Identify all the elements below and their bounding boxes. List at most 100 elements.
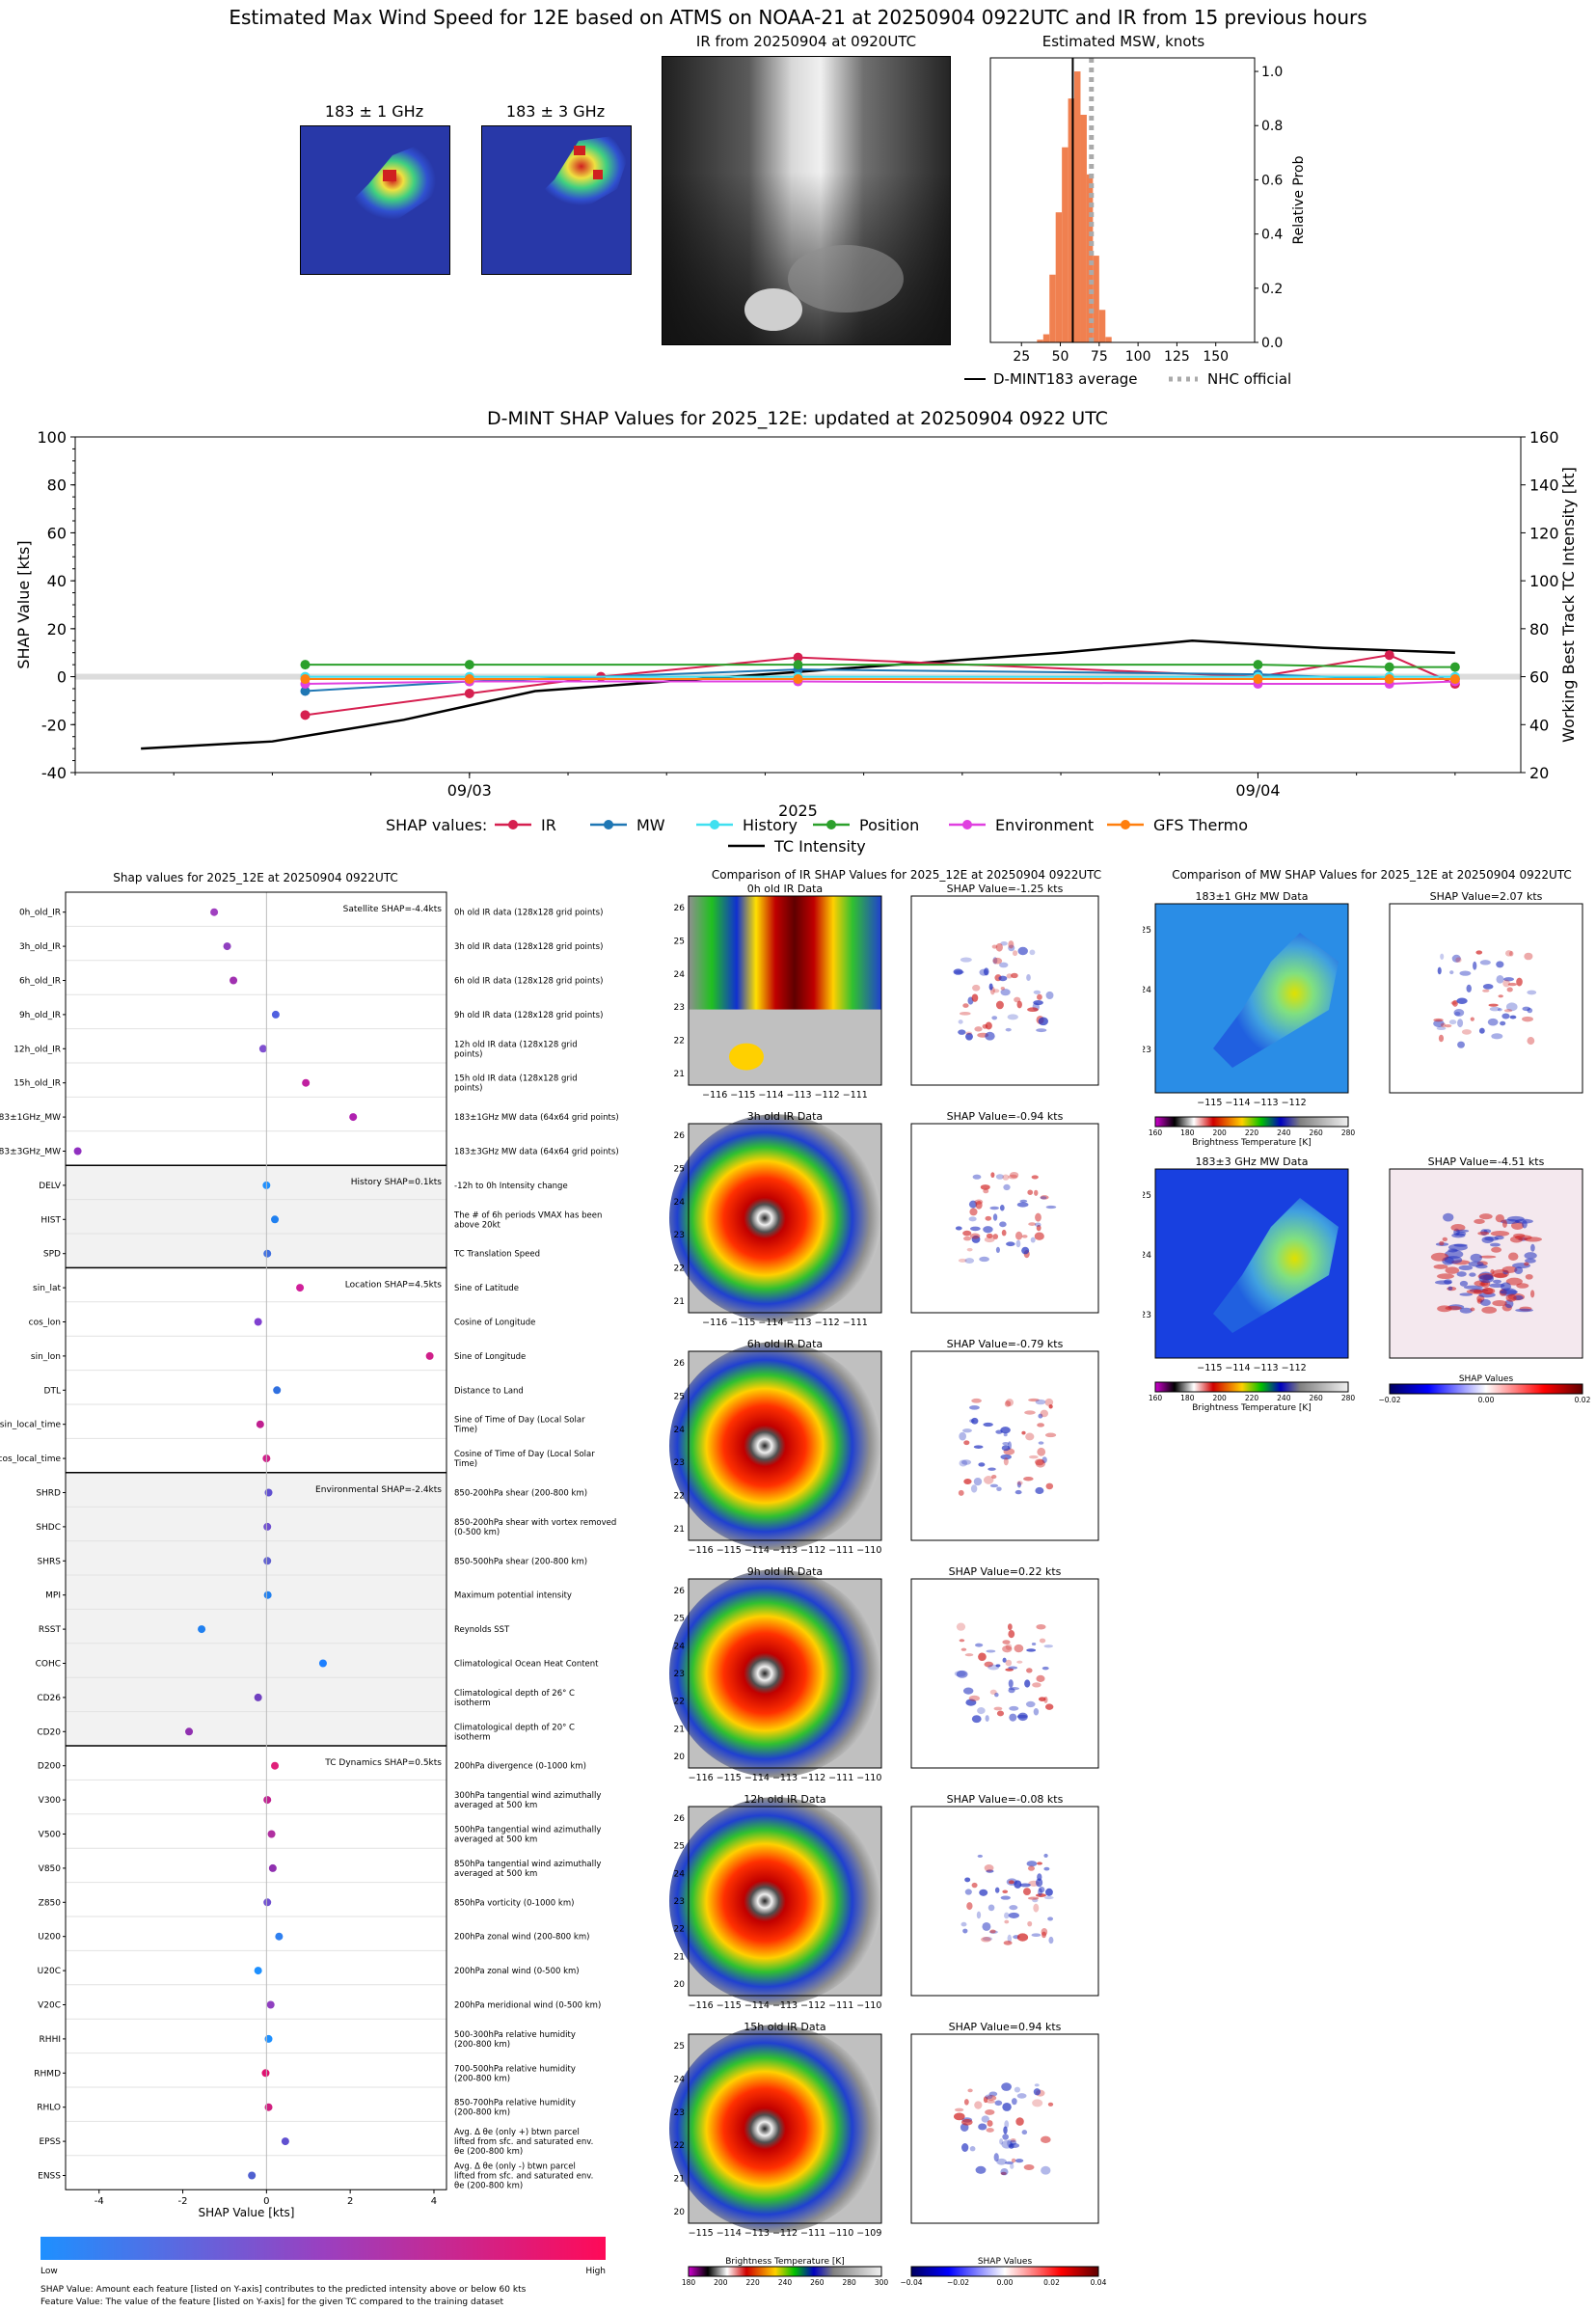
ir-y-tick-label: 21 — [674, 2175, 685, 2185]
shap-blob — [1003, 2126, 1008, 2134]
ts-y-tick-label: 20 — [47, 620, 67, 639]
ir-shap-colorbar-label: SHAP Values — [978, 2257, 1033, 2267]
ir-y-tick-label: 26 — [674, 1359, 686, 1369]
feature-desc: Sine of Time of Day (Local Solar Time) — [453, 1416, 585, 1435]
mw-y-tick-label: 23 — [1143, 1311, 1151, 1320]
feature-desc: 9h old IR data (128x128 grid points) — [454, 1011, 603, 1020]
shap-blob — [985, 2094, 993, 2100]
shap-blob — [1048, 1936, 1054, 1944]
shap-blob — [1524, 1252, 1537, 1260]
series-point — [464, 660, 474, 670]
shap-blob — [1030, 1237, 1036, 1243]
shap-blob — [956, 1670, 968, 1678]
shap-blob — [1041, 1456, 1047, 1463]
shap-blob — [1031, 1642, 1037, 1646]
shap-blob — [982, 1936, 993, 1942]
shap-blob — [981, 2115, 990, 2123]
shap-blob — [984, 967, 989, 976]
shap-blob — [1010, 2138, 1016, 2143]
feature-name: V500 — [39, 1831, 62, 1840]
hist-y-tick-label: 0.0 — [1261, 336, 1283, 351]
shap-blob — [1015, 1239, 1021, 1248]
feature-desc-line: 300hPa tangential wind azimuthally — [454, 1791, 601, 1801]
legend-marker — [826, 820, 836, 829]
shap-blob — [1006, 973, 1013, 979]
shap-blob — [965, 1032, 973, 1041]
shap-blob — [1035, 1399, 1046, 1405]
shap-blob — [1033, 2088, 1041, 2096]
feature-desc-line: 183±3GHz MW data (64x64 grid points) — [454, 1148, 619, 1157]
feature-name: RHMD — [34, 2069, 61, 2079]
feature-point — [318, 1659, 327, 1668]
shap-blob — [971, 1715, 982, 1724]
feature-desc: Sine of Latitude — [454, 1284, 519, 1293]
footer-shap-note: SHAP Value: Amount each feature [listed … — [41, 2285, 527, 2295]
feature-desc: 183±3GHz MW data (64x64 grid points) — [454, 1148, 619, 1157]
feature-name: V850 — [39, 1864, 62, 1874]
feat-frame — [65, 891, 447, 2190]
shap-feature-chart: Shap values for 2025_12E at 20250904 092… — [0, 871, 619, 2307]
hist-title: Estimated MSW, knots — [1041, 33, 1205, 50]
hist-bar — [1098, 310, 1106, 342]
shap-blob — [1032, 2099, 1043, 2107]
shap-blob — [1505, 1293, 1517, 1302]
shap-blob — [992, 957, 1003, 965]
shap-blob — [1469, 1272, 1476, 1277]
shap-blob — [1456, 1271, 1467, 1277]
feature-name: sin_lon — [31, 1352, 61, 1362]
feature-desc-line: 3h old IR data (128x128 grid points) — [454, 942, 603, 952]
feature-name: MPI — [45, 1591, 61, 1601]
feature-name: 12h_old_IR — [14, 1045, 61, 1054]
shap-blob — [961, 2143, 969, 2152]
ir-bt-colorbar — [688, 2266, 882, 2277]
shap-blob — [973, 1477, 983, 1486]
shap-blob — [986, 2100, 996, 2104]
mw-data-title: 183±3 GHz MW Data — [1196, 1156, 1309, 1168]
shap-blob — [1016, 1933, 1029, 1942]
shap-blob — [973, 1445, 984, 1449]
ir-data-frame — [688, 2033, 882, 2224]
shap-blob — [1035, 1893, 1047, 1897]
feature-desc: The # of 6h periods VMAX has been above 2… — [453, 1210, 602, 1230]
feature-desc: 12h old IR data (128x128 grid points) — [454, 1040, 578, 1059]
feature-point — [267, 1830, 276, 1838]
ts-y-tick-label: -40 — [41, 764, 67, 782]
feature-name: HIST — [41, 1215, 61, 1225]
shap-blob — [1016, 1714, 1028, 1719]
feature-name: SHDC — [36, 1523, 61, 1533]
shap-blob — [1016, 1660, 1023, 1664]
shap-blob — [1509, 1015, 1517, 1020]
shap-blob — [1508, 1252, 1519, 1261]
shap-blob — [960, 1921, 967, 1927]
shap-blob — [1008, 940, 1014, 949]
shap-blob — [1016, 1000, 1022, 1009]
feature-desc: Avg. Δ θe (only +) btwn parcel lifted fro… — [454, 2128, 593, 2157]
shap-blob — [1470, 1253, 1482, 1263]
ir-y-tick-label: 22 — [674, 2141, 685, 2151]
shap-blob — [985, 1715, 989, 1722]
mw-bt-colorbar-tick-label: 200 — [1213, 1394, 1228, 1402]
series-line-position — [305, 664, 1455, 668]
ir-y-tick-label: 24 — [674, 2075, 686, 2084]
shap-blob — [1440, 1022, 1447, 1028]
shap-blob — [971, 1235, 981, 1243]
shap-blob — [1037, 1862, 1042, 1865]
feature-desc-line: averaged at 500 km — [454, 1801, 537, 1810]
mw-bt-colorbar-label: Brightness Temperature [K] — [1192, 1403, 1312, 1413]
shap-blob — [963, 1440, 970, 1446]
mw-bt-colorbar-tick-label: 220 — [1245, 1128, 1259, 1137]
shap-blob — [968, 1695, 981, 1701]
shap-blob — [1028, 1455, 1039, 1459]
hist-y-tick-label: 0.8 — [1261, 119, 1283, 134]
feature-desc-line: 183±1GHz MW data (64x64 grid points) — [454, 1113, 619, 1123]
mw1-heatmap — [301, 126, 449, 274]
shap-blob — [995, 942, 1003, 952]
feature-desc: 6h old IR data (128x128 grid points) — [454, 977, 603, 987]
feature-point — [271, 1215, 280, 1224]
feat-x-tick-label: 0 — [263, 2196, 269, 2207]
shap-blob — [1002, 2134, 1009, 2140]
shap-blob — [975, 2165, 987, 2174]
shap-blob — [1473, 1289, 1484, 1294]
feature-point — [254, 1318, 262, 1326]
shap-blob — [1045, 991, 1054, 1000]
